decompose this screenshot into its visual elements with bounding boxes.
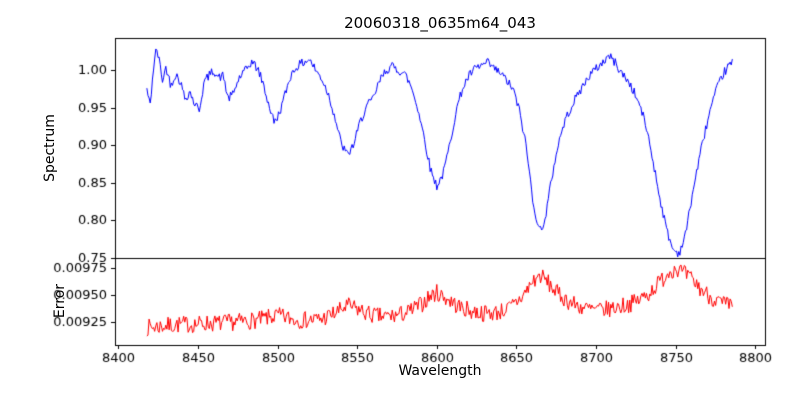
y-axis-label-spectrum: Spectrum bbox=[42, 114, 58, 182]
x-axis-label: Wavelength bbox=[398, 363, 482, 379]
chart-title: 20060318_0635m64_043 bbox=[344, 14, 536, 32]
y-axis-label-error: Error bbox=[52, 283, 68, 319]
